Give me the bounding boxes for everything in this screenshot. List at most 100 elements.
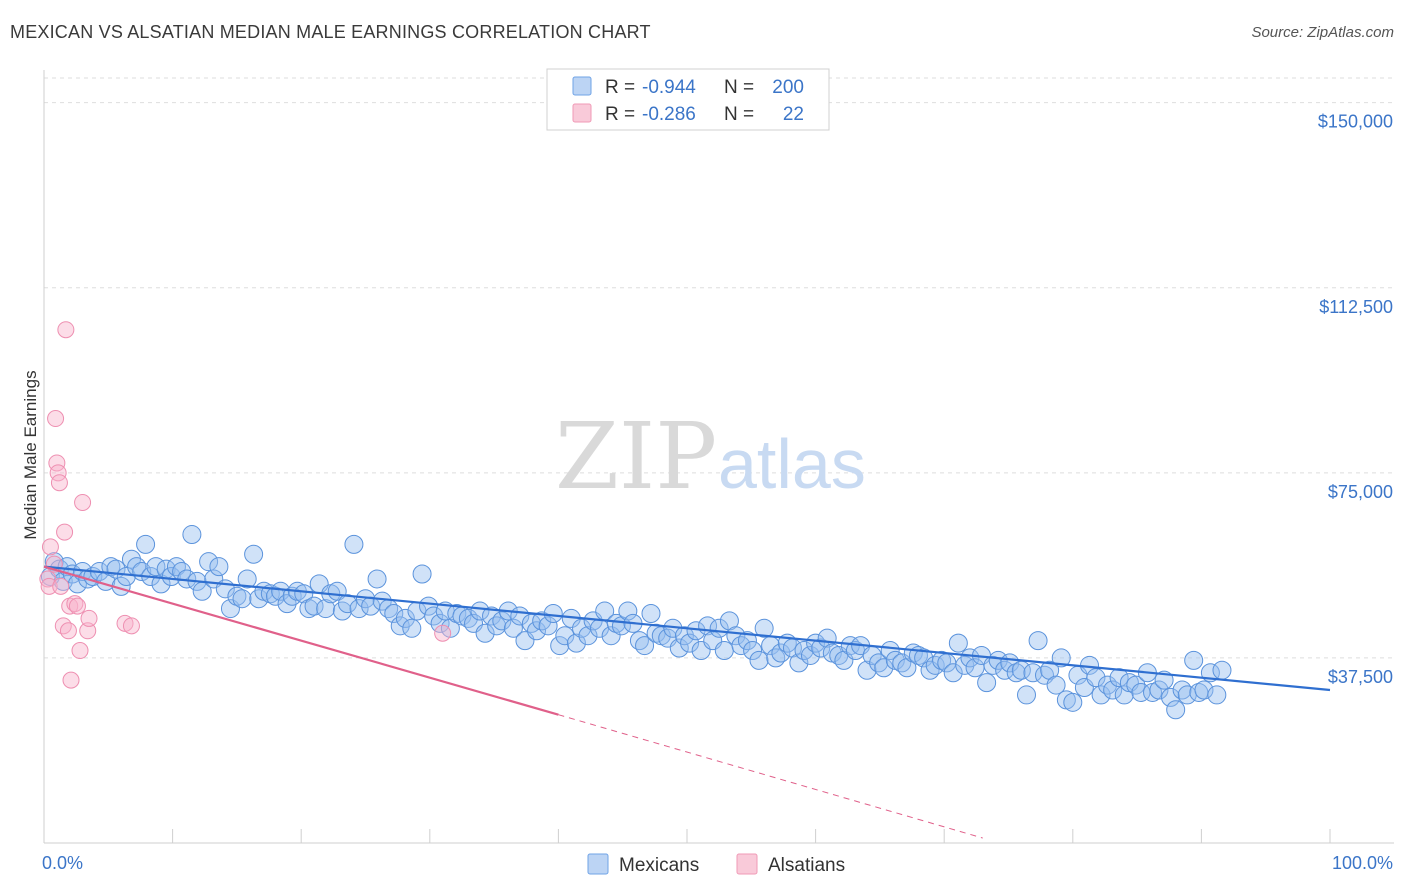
mexicans-point-92	[543, 604, 563, 623]
axes	[43, 70, 1394, 844]
y-tick-labels: $37,500 $75,000 $112,500 $150,000	[1318, 112, 1393, 687]
mexicans-point-58	[349, 599, 369, 619]
mexicans-point-69	[412, 564, 432, 584]
mexicans-point-44	[271, 581, 291, 601]
y-tick-label-3: $150,000	[1318, 112, 1393, 132]
y-axis-title: Median Male Earnings	[21, 370, 40, 539]
mexicans-point-105	[618, 601, 638, 621]
x-tick-label-1: 100.0%	[1332, 853, 1393, 873]
mexicans-point-67	[402, 618, 422, 638]
alsatians-point-8	[52, 577, 70, 595]
mexicans-point-24	[161, 566, 181, 586]
mexicans-point-177	[1028, 631, 1048, 651]
x-tick-labels: 0.0% 100.0%	[42, 853, 1393, 873]
alsatians-trend-extension	[558, 714, 983, 839]
alsatians-point-18	[74, 493, 92, 511]
alsatians-point-17	[71, 642, 89, 660]
alsatians-point-16	[68, 597, 86, 615]
mexicans-point-102	[601, 626, 621, 646]
legend-box	[546, 68, 830, 131]
mexicans-point-129	[754, 618, 774, 638]
legend-n-value-1: 200	[772, 77, 804, 98]
mexicans-point-206	[1194, 680, 1214, 700]
alsatians-point-11	[57, 321, 75, 339]
mexicans-point-28	[182, 525, 202, 545]
watermark: ZIP atlas	[555, 403, 866, 510]
legend-swatch-alsatians	[572, 103, 592, 123]
mexicans-point-163	[948, 633, 968, 653]
trend-lines	[43, 565, 1331, 839]
alsatians-point-15	[66, 595, 84, 613]
alsatians-point-1	[40, 577, 58, 595]
mexicans-point-36	[227, 586, 247, 606]
mexicans-point-90	[532, 611, 552, 631]
mexicans-point-128	[749, 650, 769, 670]
mexicans-point-83	[492, 611, 512, 631]
mexicans-point-132	[771, 643, 791, 663]
alsatians-point-20	[80, 609, 98, 627]
alsatians-point-4	[47, 410, 65, 428]
mexicans-point-48	[294, 584, 314, 604]
mexicans-point-49	[299, 599, 319, 619]
mexicans-point-176	[1023, 663, 1043, 683]
mexicans-point-208	[1207, 685, 1227, 705]
mexicans-point-109	[641, 604, 661, 623]
alsatians-point-12	[59, 622, 77, 640]
mexicans-point-72	[430, 613, 450, 633]
mexicans-point-50	[304, 596, 324, 616]
mexicans-point-200	[1161, 687, 1181, 707]
mexicans-point-198	[1149, 680, 1169, 700]
mexicans-point-190	[1103, 680, 1123, 700]
chart-title: MEXICAN VS ALSATIAN MEDIAN MALE EARNINGS…	[10, 22, 651, 42]
alsatians-point-2	[41, 538, 59, 556]
mexicans-point-187	[1086, 668, 1106, 688]
mexicans-point-135	[789, 653, 809, 673]
alsatians-point-9	[54, 617, 72, 635]
series-label-mexicans: Mexicans	[619, 855, 699, 876]
mexicans-point-151	[880, 641, 900, 661]
mexicans-point-19	[136, 534, 156, 554]
mexicans-point-38	[237, 569, 257, 589]
mexicans-point-64	[384, 604, 404, 623]
legend-r-label-2: R =	[605, 104, 635, 125]
mexicans-point-108	[635, 636, 655, 656]
mexicans-point-80	[475, 623, 495, 643]
data-points	[39, 321, 1232, 720]
watermark-atlas: atlas	[718, 425, 866, 503]
mexicans-point-89	[527, 621, 547, 641]
mexicans-point-66	[395, 608, 415, 628]
watermark-zip: ZIP	[555, 403, 717, 510]
alsatians-point-14	[62, 671, 80, 689]
mexicans-point-136	[794, 641, 814, 661]
mexicans-point-204	[1184, 650, 1204, 670]
mexicans-point-31	[199, 552, 219, 572]
source-label: Source: ZipAtlas.com	[1251, 24, 1394, 41]
mexicans-point-15	[116, 566, 136, 586]
legend-swatch-mexicans	[572, 76, 592, 96]
correlation-legend: R = -0.944 N = 200 R = -0.286 N = 22	[546, 68, 830, 131]
mexicans-point-209	[1212, 660, 1232, 680]
mexicans-point-162	[943, 663, 963, 683]
legend-r-value-1: -0.944	[642, 77, 696, 98]
mexicans-point-126	[737, 631, 757, 651]
mexicans-point-93	[550, 636, 570, 656]
mexicans-point-98	[578, 626, 598, 646]
alsatians-point-23	[434, 624, 452, 642]
mexicans-point-39	[244, 544, 264, 564]
mexicans-point-155	[903, 643, 923, 663]
mexicans-point-188	[1091, 685, 1111, 705]
mexicans-point-124	[726, 626, 746, 646]
mexicans-point-57	[344, 534, 364, 554]
series-swatch-mexicans	[587, 853, 609, 875]
mexicans-point-125	[731, 636, 751, 656]
mexicans-point-180	[1046, 675, 1066, 695]
mexicans-point-91	[538, 616, 558, 636]
y-tick-label-0: $37,500	[1328, 667, 1393, 687]
legend-r-value-2: -0.286	[642, 104, 696, 125]
mexicans-point-147	[857, 660, 877, 680]
alsatians-point-10	[56, 523, 74, 541]
mexicans-point-22	[151, 574, 171, 594]
series-label-alsatians: Alsatians	[768, 855, 845, 876]
y-tick-label-2: $112,500	[1319, 297, 1393, 317]
